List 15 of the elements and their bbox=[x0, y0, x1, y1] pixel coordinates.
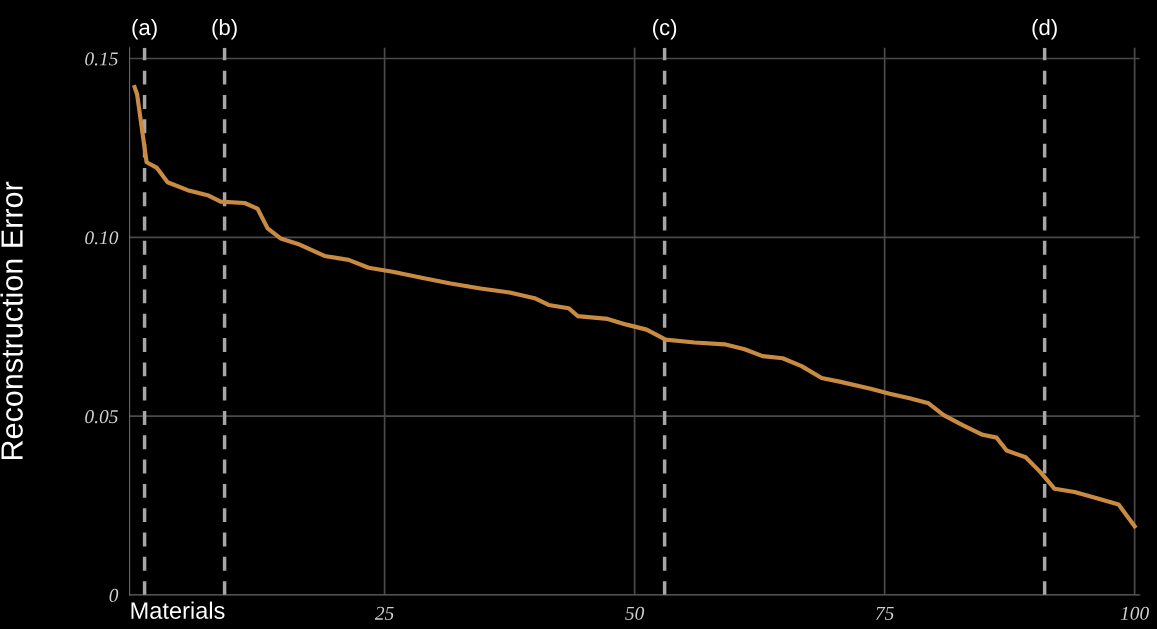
y-tick-label: 0.10 bbox=[85, 231, 119, 245]
x-axis-title: Materials bbox=[131, 601, 225, 619]
x-tick-label: 100 bbox=[1120, 606, 1149, 620]
y-axis-title: Reconstruction Error bbox=[0, 181, 23, 459]
y-tick-label: 0 bbox=[109, 588, 119, 602]
y-tick-label: 0.15 bbox=[85, 52, 118, 66]
line-series bbox=[132, 85, 1137, 529]
x-tick-label: 75 bbox=[876, 606, 894, 620]
ref-line-label: (b) bbox=[212, 18, 237, 40]
ref-line-label: (d) bbox=[1032, 18, 1057, 40]
ref-line-label: (c) bbox=[653, 18, 677, 40]
x-tick-label: 25 bbox=[374, 606, 394, 620]
x-tick-label: 50 bbox=[625, 606, 645, 620]
y-tick-label: 0.05 bbox=[85, 410, 118, 424]
ref-line-label: (a) bbox=[132, 18, 157, 40]
